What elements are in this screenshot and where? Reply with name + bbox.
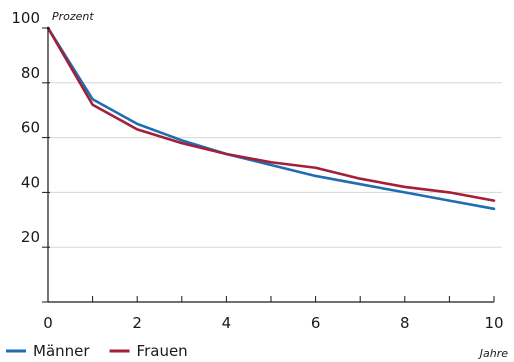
- x-tick-label: 2: [132, 314, 142, 332]
- series-line-frauen: [46, 26, 496, 202]
- x-tick-label: 6: [311, 314, 321, 332]
- legend-label: Männer: [33, 342, 90, 360]
- x-tick-label: 4: [222, 314, 232, 332]
- y-tick-label: 20: [21, 228, 40, 246]
- x-tick-label: 8: [400, 314, 410, 332]
- x-tick-label: 10: [484, 314, 503, 332]
- x-tick-label: 0: [43, 314, 53, 332]
- y-axis-unit-label: Prozent: [52, 10, 94, 23]
- y-tick-label: 60: [21, 119, 40, 137]
- legend-label: Frauen: [137, 342, 188, 360]
- legend: Männer Frauen: [6, 342, 188, 360]
- x-axis-unit-label: Jahre: [478, 347, 508, 360]
- series-line-m-nner: [46, 26, 496, 211]
- y-tick-label: 80: [21, 64, 40, 82]
- y-tick-label: 100: [11, 9, 40, 27]
- y-tick-label: 40: [21, 173, 40, 191]
